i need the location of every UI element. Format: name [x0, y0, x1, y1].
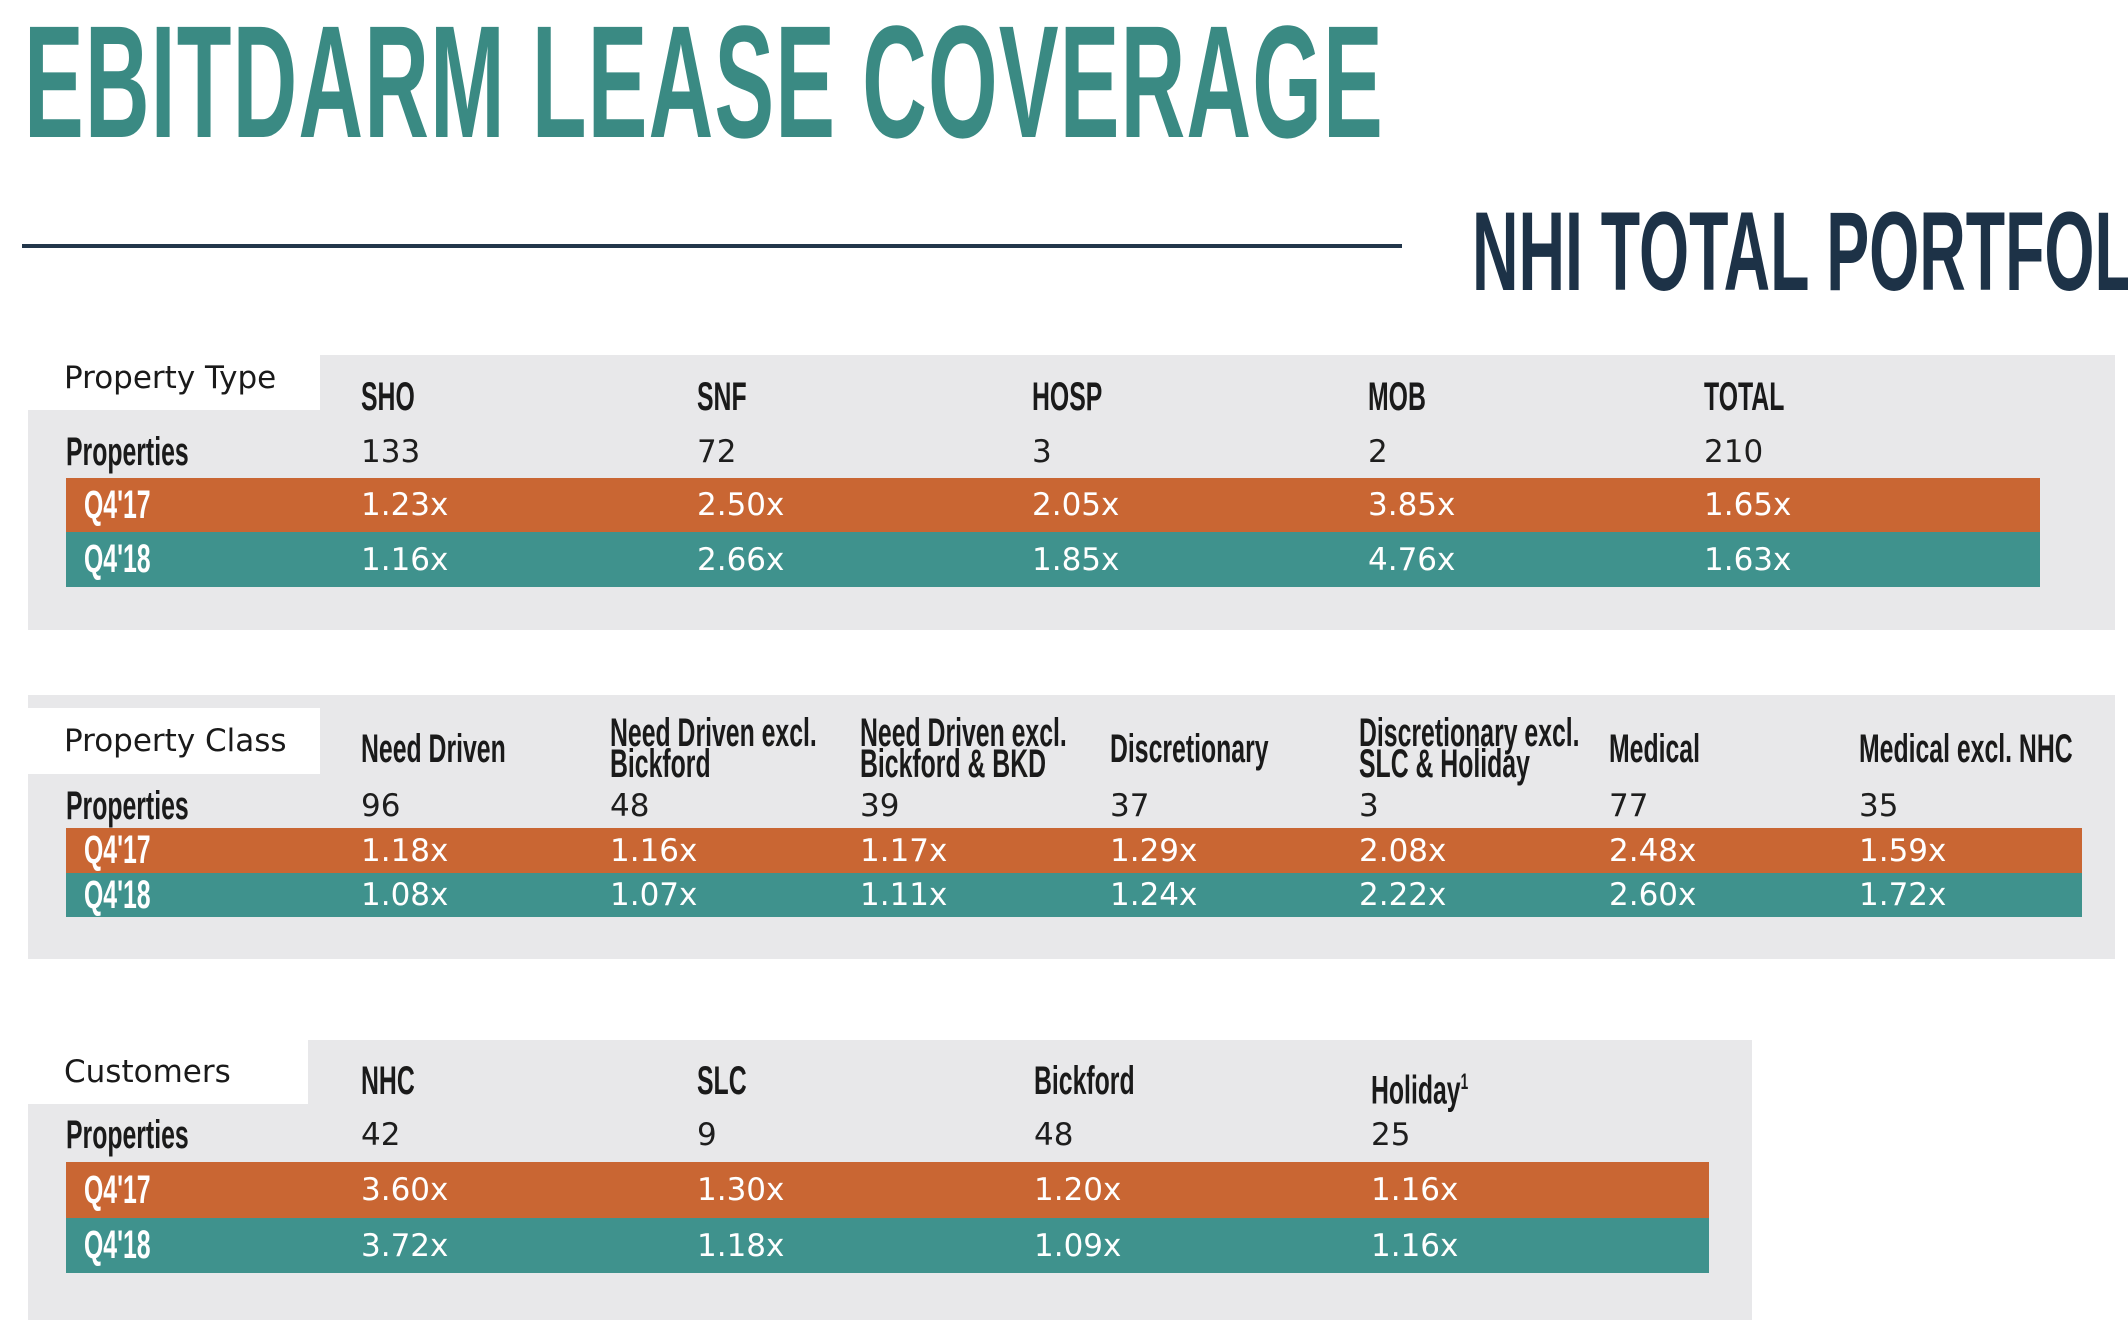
table-cell: 1.29x [1110, 832, 1198, 869]
table-cell: 39 [860, 788, 900, 824]
table-cell: 42 [361, 1117, 401, 1153]
table-cell: 1.07x [610, 877, 698, 913]
table-cell: 210 [1704, 434, 1764, 470]
table-cell: 2.08x [1359, 832, 1447, 869]
table-cell: 3 [1359, 788, 1379, 824]
table-cell: 1.11x [860, 877, 948, 913]
table-row: Q4'17 1.18x 1.16x 1.17x 1.29x 2.08x 2.48… [66, 828, 2082, 873]
table-row: Q4'17 3.60x 1.30x 1.20x 1.16x [66, 1162, 1709, 1218]
table-cell: 1.65x [1704, 487, 1792, 523]
column-header: SNF [697, 375, 747, 419]
table-cell: 2.48x [1609, 832, 1697, 869]
property-type-tab: Property Type [22, 346, 320, 410]
row-label: Q4'18 [84, 872, 151, 917]
column-header: Need Driven excl. [610, 711, 817, 755]
title-divider [22, 244, 1402, 248]
column-header: MOB [1368, 375, 1426, 419]
row-label: Properties [66, 783, 189, 828]
holiday-label: Holiday [1371, 1068, 1461, 1113]
column-header: Bickford & BKD [860, 742, 1047, 786]
column-header: Discretionary [1110, 727, 1269, 771]
table-cell: 37 [1110, 788, 1150, 824]
table-cell: 2.22x [1359, 877, 1447, 913]
table-cell: 1.16x [610, 832, 698, 869]
table-cell: 9 [697, 1117, 717, 1153]
row-label: Q4'17 [84, 1167, 151, 1212]
table-cell: 1.16x [1371, 1227, 1459, 1264]
table-cell: 1.18x [361, 832, 449, 869]
footnote-marker: 1 [1460, 1069, 1469, 1094]
table-cell: 3.60x [361, 1172, 449, 1208]
table-cell: 35 [1859, 788, 1899, 824]
column-header: HOSP [1032, 375, 1103, 419]
table-cell: 1.23x [361, 487, 449, 523]
table-cell: 1.85x [1032, 541, 1120, 578]
column-header: SLC [697, 1059, 747, 1103]
column-header: Discretionary excl. [1359, 711, 1580, 755]
column-header: NHC [361, 1059, 415, 1103]
table-row: Q4'18 3.72x 1.18x 1.09x 1.16x [66, 1218, 1709, 1273]
table-cell: 2.50x [697, 487, 785, 523]
table-row: Q4'18 1.08x 1.07x 1.11x 1.24x 2.22x 2.60… [66, 873, 2082, 917]
table-cell: 2.60x [1609, 877, 1697, 913]
table-cell: 1.08x [361, 877, 449, 913]
column-header: Medical [1609, 727, 1700, 771]
table-cell: 77 [1609, 788, 1649, 824]
table-cell: 25 [1371, 1117, 1411, 1153]
row-label: Q4'18 [84, 1223, 151, 1267]
table-cell: 96 [361, 788, 401, 824]
table-row: Q4'17 1.23x 2.50x 2.05x 3.85x 1.65x [66, 478, 2040, 532]
table-cell: 133 [361, 434, 421, 470]
table-cell: 4.76x [1368, 541, 1456, 578]
column-header: Medical excl. NHC [1859, 727, 2073, 771]
column-header: Bickford [610, 742, 711, 786]
table-cell: 1.16x [1371, 1172, 1459, 1208]
column-header: Need Driven [361, 727, 506, 771]
column-header: Holiday1 [1371, 1065, 1469, 1110]
customers-tab: Customers [22, 1040, 308, 1104]
portfolio-subtitle: NHI TOTAL PORTFOLIO [1472, 189, 2128, 314]
page-title: EBITDARM LEASE COVERAGE [24, 0, 1384, 171]
table-row: Q4'18 1.16x 2.66x 1.85x 4.76x 1.63x [66, 532, 2040, 587]
table-row: Properties 42 9 48 25 [66, 1108, 1709, 1162]
column-header: Bickford [1034, 1059, 1135, 1103]
table-cell: 1.17x [860, 832, 948, 869]
table-cell: 1.18x [697, 1227, 785, 1264]
table-cell: 1.09x [1034, 1227, 1122, 1264]
row-label: Q4'18 [84, 537, 151, 581]
row-label: Q4'17 [84, 482, 151, 527]
column-header: Need Driven excl. [860, 711, 1067, 755]
table-cell: 1.24x [1110, 877, 1198, 913]
column-header: SLC & Holiday [1359, 742, 1530, 786]
table-cell: 2 [1368, 434, 1388, 470]
column-header: SHO [361, 375, 415, 419]
table-cell: 3.85x [1368, 487, 1456, 523]
table-cell: 1.20x [1034, 1172, 1122, 1208]
column-header: TOTAL [1704, 375, 1785, 419]
table-row: Properties 133 72 3 2 210 [66, 426, 2036, 478]
table-cell: 1.63x [1704, 541, 1792, 578]
table-cell: 3 [1032, 434, 1052, 470]
table-cell: 72 [697, 434, 737, 470]
table-cell: 2.66x [697, 541, 785, 578]
table-cell: 48 [610, 788, 650, 824]
table-cell: 3.72x [361, 1227, 449, 1264]
property-class-tab: Property Class [22, 708, 320, 774]
row-label: Properties [66, 1112, 189, 1157]
table-row: Properties 96 48 39 37 3 77 35 [66, 784, 2082, 828]
table-cell: 1.16x [361, 541, 449, 578]
table-cell: 1.30x [697, 1172, 785, 1208]
row-label: Q4'17 [84, 828, 151, 872]
table-cell: 48 [1034, 1117, 1074, 1153]
table-cell: 2.05x [1032, 487, 1120, 523]
table-cell: 1.59x [1859, 832, 1947, 869]
row-label: Properties [66, 429, 189, 474]
table-cell: 1.72x [1859, 877, 1947, 913]
